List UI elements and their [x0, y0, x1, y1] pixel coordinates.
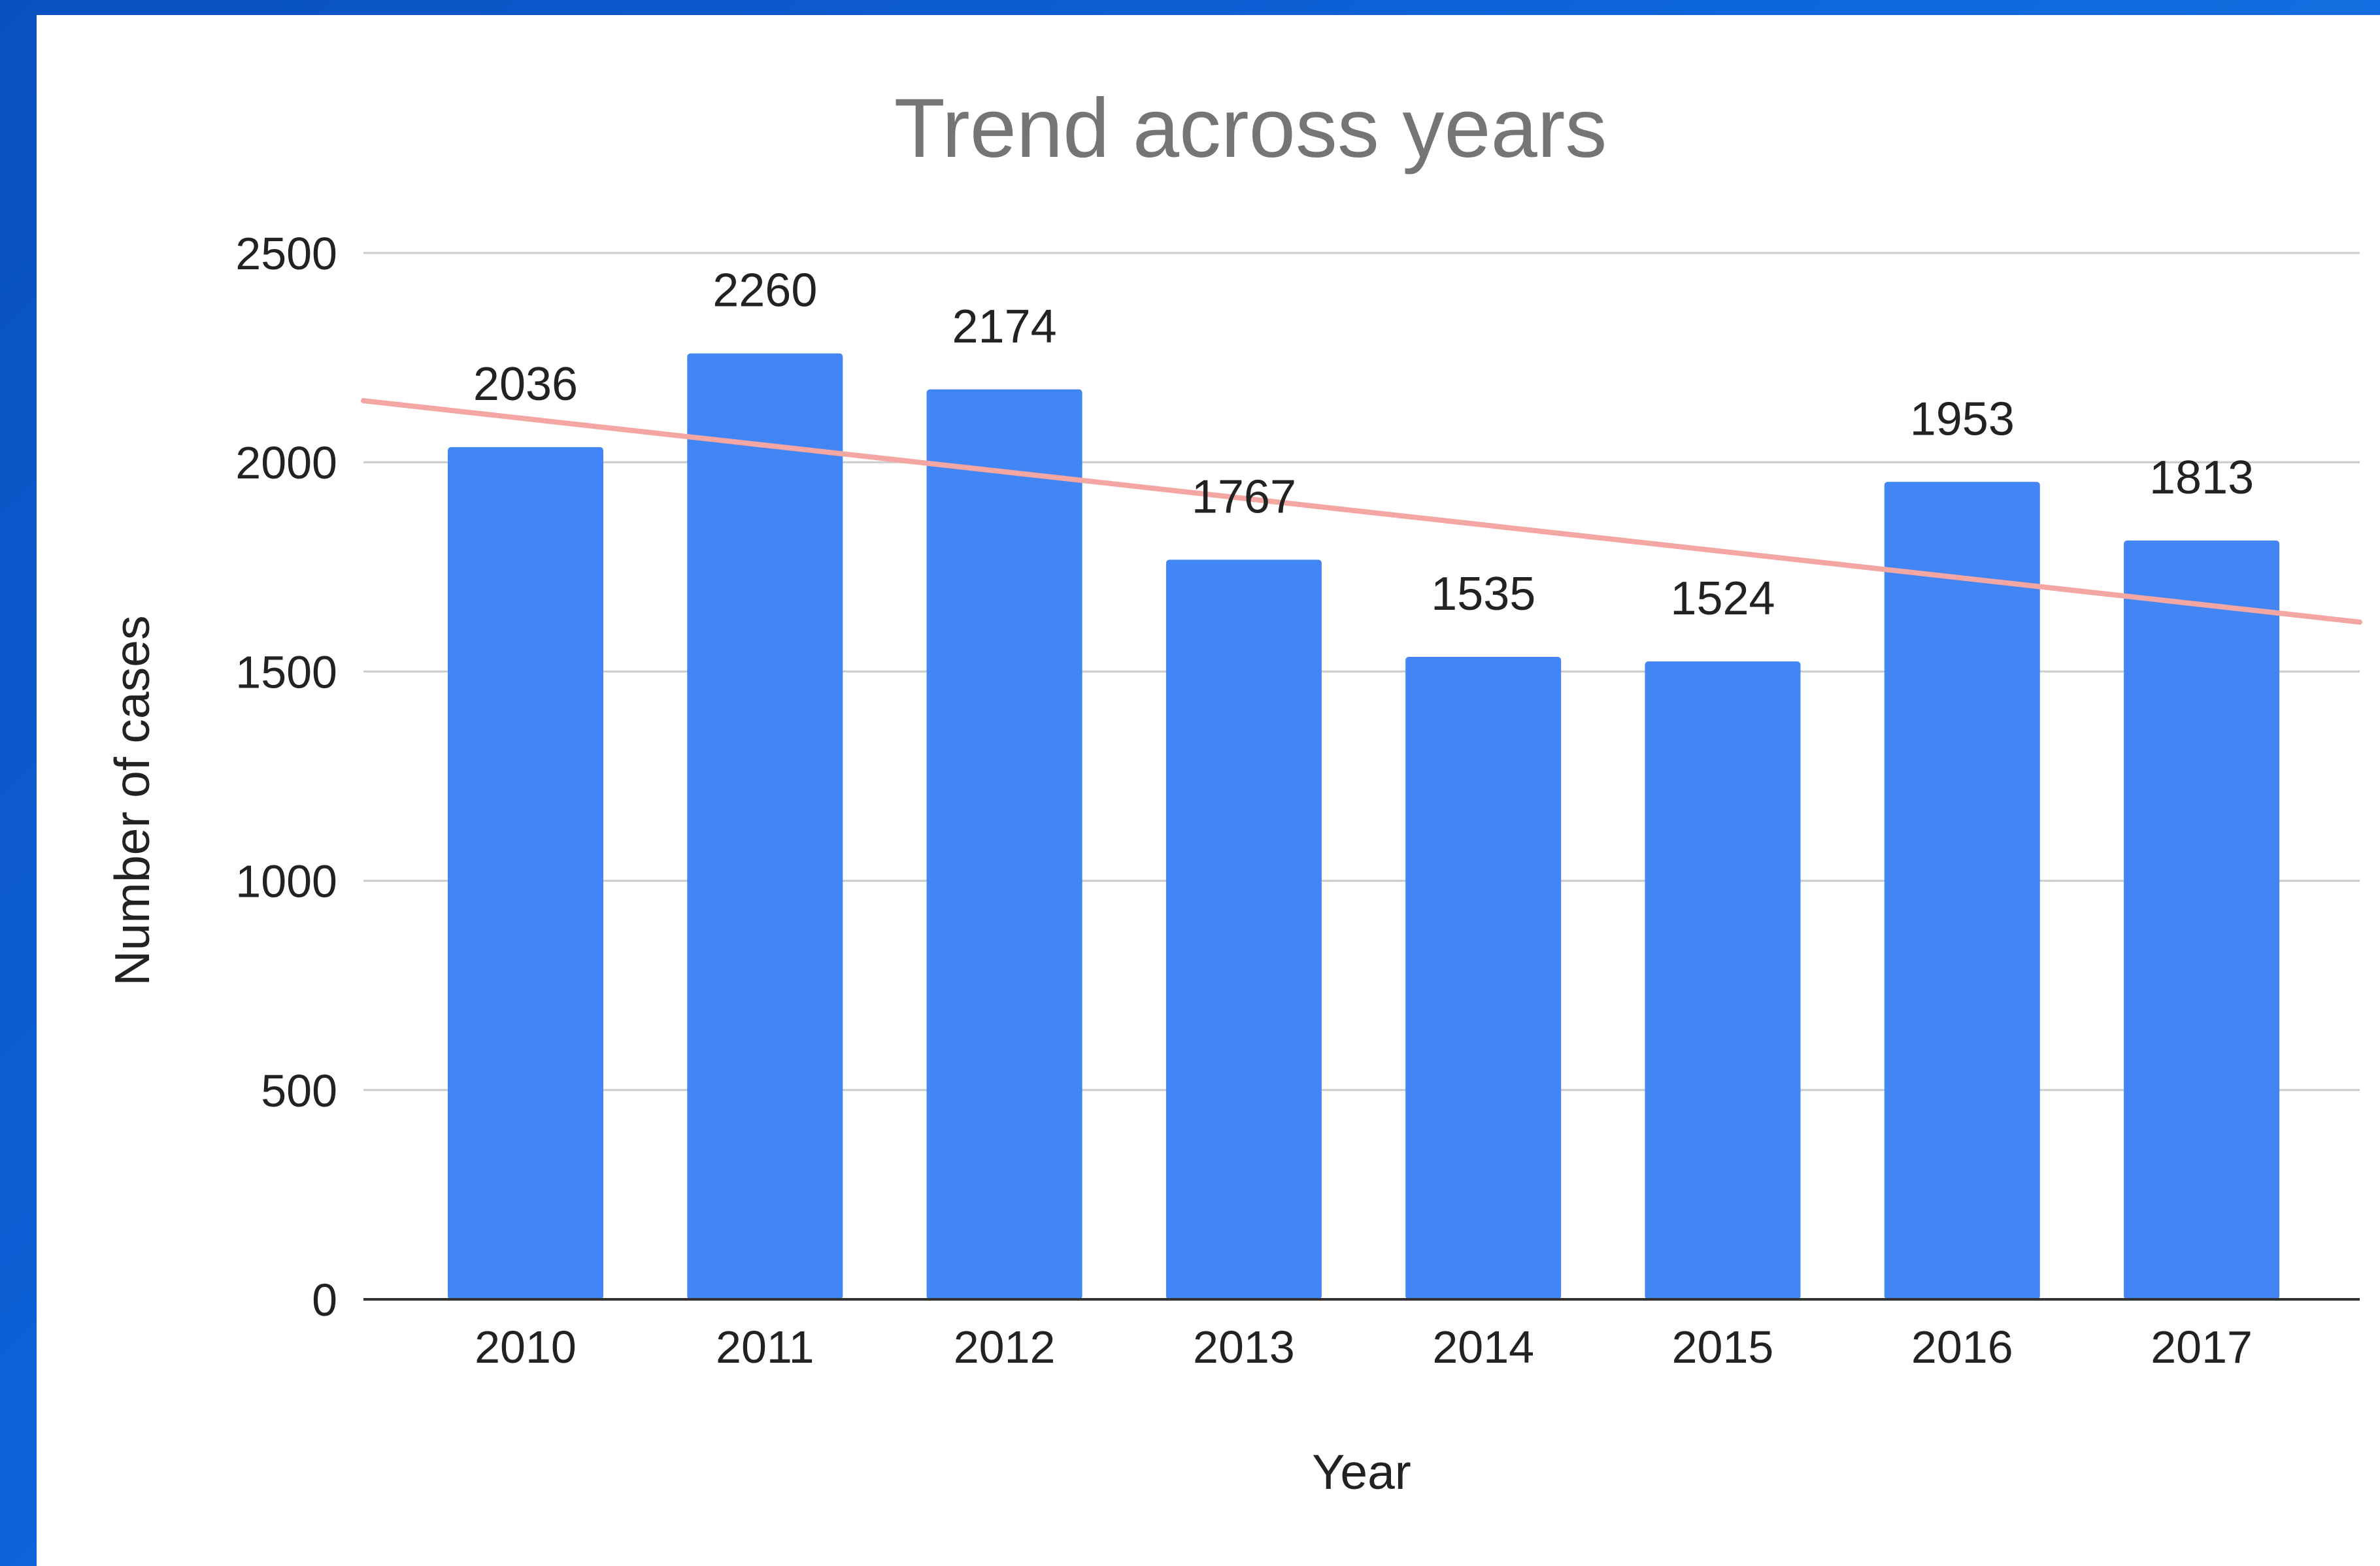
data-label-2010: 2036	[473, 358, 578, 410]
data-label-2011: 2260	[712, 265, 817, 317]
bars	[448, 353, 2280, 1299]
y-tick-label: 2000	[235, 437, 337, 488]
x-axis-ticks: 2010 2011 2012 2013 2014 2015 2016 2017	[475, 1322, 2253, 1373]
chart-title: Trend across years	[894, 82, 1607, 175]
trendline	[361, 398, 2362, 625]
bar-2013	[1165, 559, 1322, 1299]
bar-2016	[1884, 482, 2040, 1299]
bar-2015	[1645, 661, 1801, 1299]
data-label-2017: 1813	[2149, 452, 2254, 504]
y-axis-label: Number of cases	[105, 616, 159, 986]
bar-2017	[2124, 540, 2280, 1299]
x-tick-label: 2010	[475, 1322, 577, 1373]
bar-2010	[448, 447, 603, 1299]
y-axis-ticks: 0 500 1000 1500 2000 2500	[235, 228, 337, 1325]
x-axis-label: Year	[1312, 1444, 1411, 1499]
x-tick-label: 2013	[1193, 1322, 1295, 1373]
y-tick-label: 500	[261, 1065, 337, 1116]
x-tick-label: 2016	[1911, 1322, 2013, 1373]
y-tick-label: 1000	[235, 856, 337, 907]
y-tick-label: 0	[312, 1274, 337, 1325]
trendline-line	[361, 398, 2362, 625]
x-tick-label: 2015	[1672, 1322, 1774, 1373]
bar-2012	[926, 389, 1082, 1299]
x-tick-label: 2011	[716, 1322, 814, 1373]
bar-2014	[1405, 656, 1562, 1299]
data-label-2014: 1535	[1431, 568, 1535, 620]
y-tick-label: 2500	[235, 228, 337, 279]
data-label-2013: 1767	[1192, 471, 1296, 523]
x-tick-label: 2017	[2151, 1322, 2253, 1373]
data-label-2016: 1953	[1910, 393, 2015, 445]
x-tick-label: 2014	[1432, 1322, 1534, 1373]
data-label-2015: 1524	[1670, 573, 1775, 625]
y-tick-label: 1500	[235, 646, 337, 697]
data-label-2012: 2174	[952, 301, 1057, 353]
data-labels: 2036 2260 2174 1767 1535 1524 1953 1813	[473, 265, 2254, 625]
x-tick-label: 2012	[954, 1322, 1056, 1373]
bar-2011	[687, 353, 843, 1299]
gridlines	[363, 252, 2360, 1091]
